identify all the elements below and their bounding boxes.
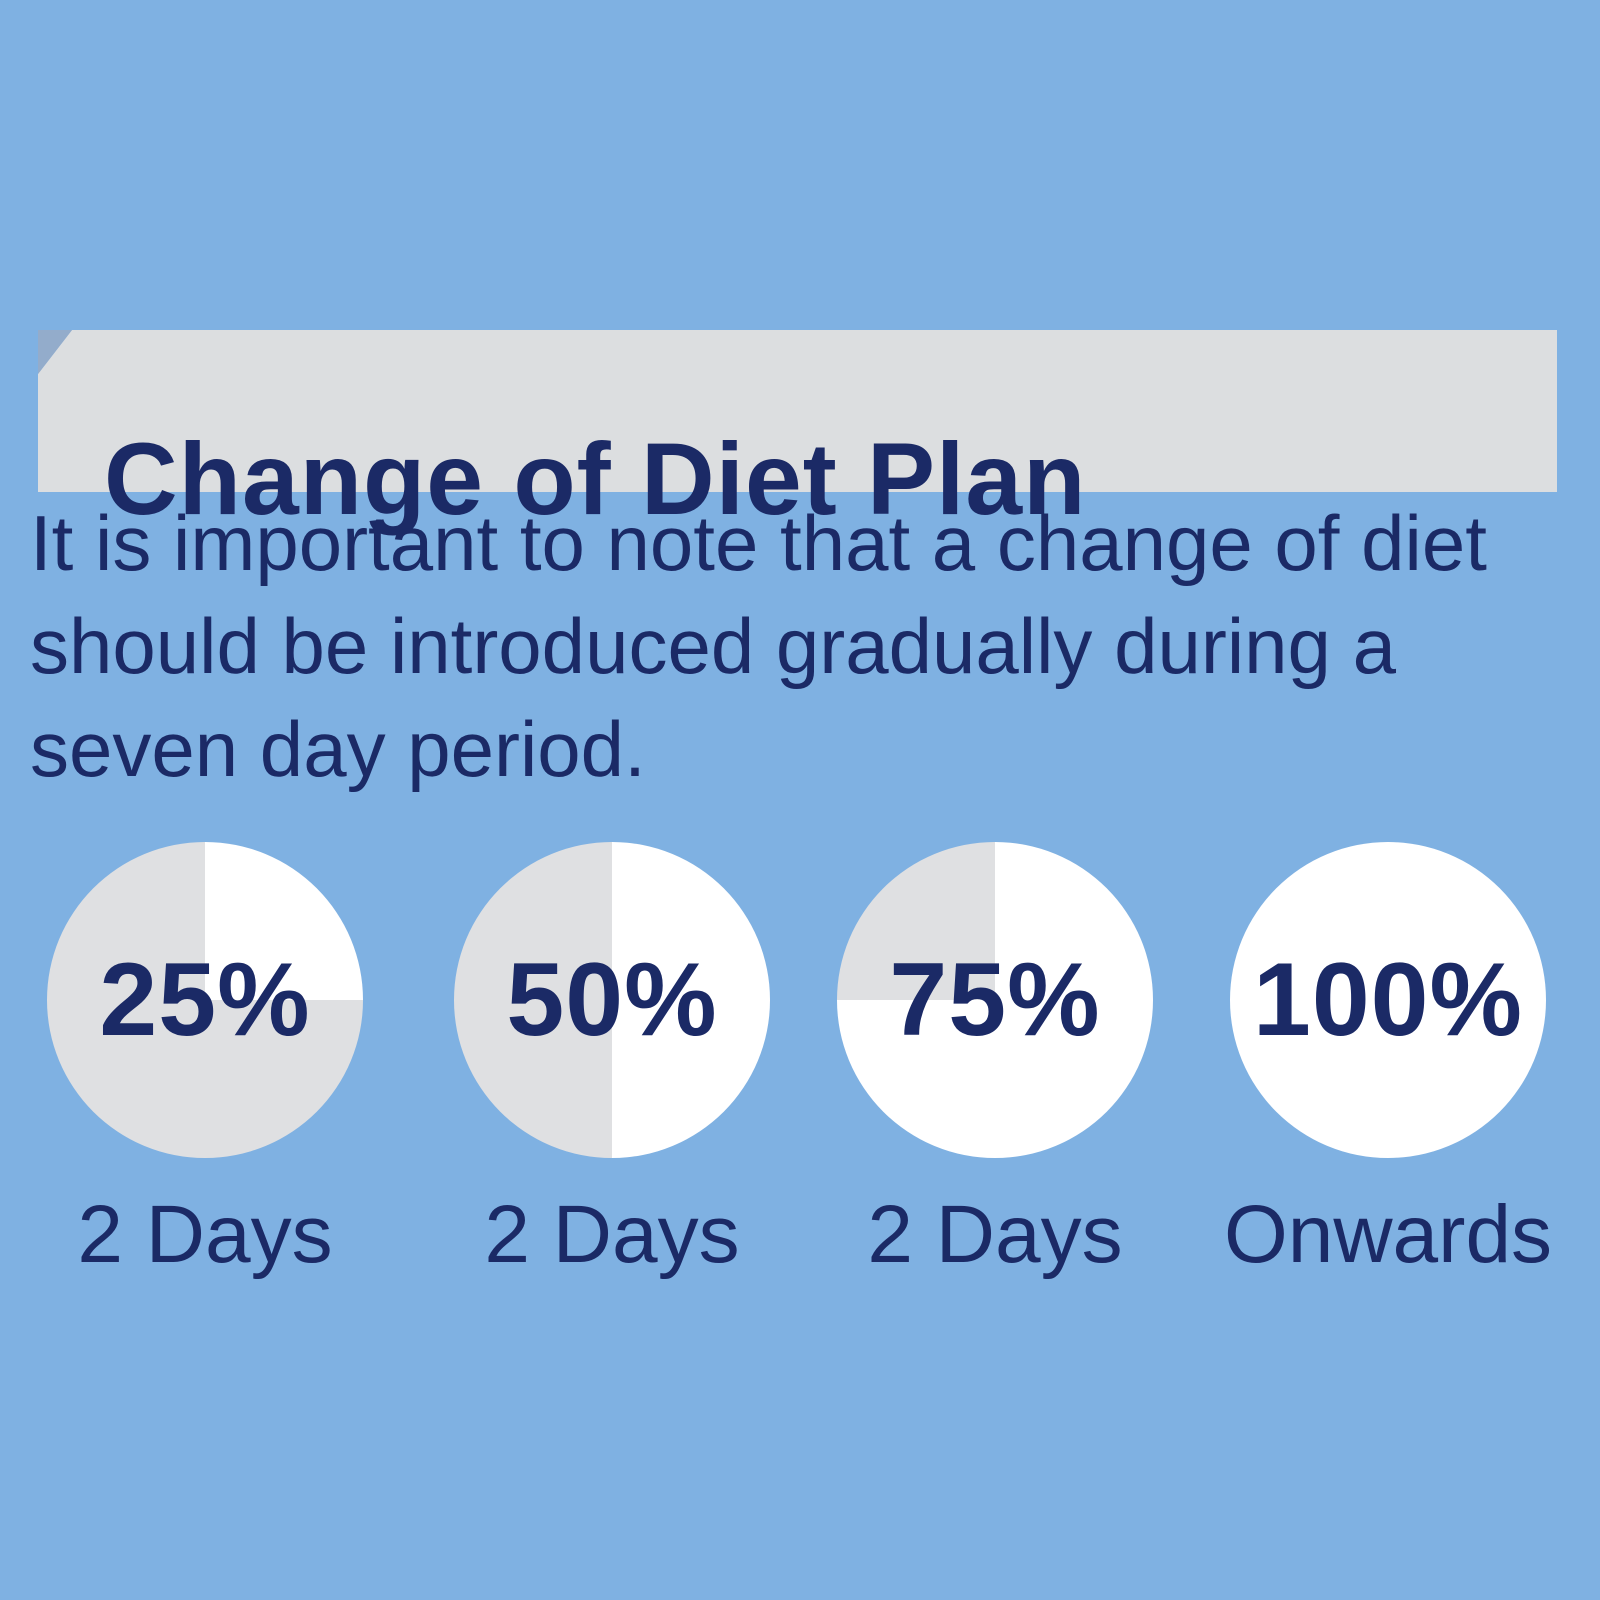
diet-stage-2: 50% 2 Days bbox=[432, 842, 792, 1282]
title-banner: Change of Diet Plan bbox=[38, 330, 1557, 536]
intro-line-2: should be introduced gradually during a bbox=[30, 602, 1396, 690]
intro-line-3: seven day period. bbox=[30, 705, 646, 793]
pie-chart-stage-1: 25% bbox=[47, 842, 363, 1158]
intro-paragraph: It is important to note that a change of… bbox=[30, 492, 1487, 801]
page-title: Change of Diet Plan bbox=[104, 421, 1087, 536]
stage-4-percentage: 100% bbox=[1253, 941, 1523, 1058]
pie-chart-stage-2: 50% bbox=[454, 842, 770, 1158]
pie-chart-stage-4: 100% bbox=[1230, 842, 1546, 1158]
intro-line-1: It is important to note that a change of… bbox=[30, 499, 1487, 587]
diet-stage-3: 75% 2 Days bbox=[815, 842, 1175, 1282]
diet-stage-4: 100% Onwards bbox=[1208, 842, 1568, 1282]
stage-1-percentage: 25% bbox=[99, 941, 311, 1058]
diet-stage-1: 25% 2 Days bbox=[25, 842, 385, 1282]
stage-4-duration: Onwards bbox=[1223, 1189, 1553, 1280]
pie-chart-stage-3: 75% bbox=[837, 842, 1153, 1158]
stage-2-duration: 2 Days bbox=[484, 1189, 740, 1280]
stage-3-percentage: 75% bbox=[889, 941, 1101, 1058]
banner-background bbox=[38, 330, 1557, 492]
stage-3-duration: 2 Days bbox=[867, 1189, 1123, 1280]
stage-1-duration: 2 Days bbox=[77, 1189, 333, 1280]
stage-2-percentage: 50% bbox=[506, 941, 718, 1058]
